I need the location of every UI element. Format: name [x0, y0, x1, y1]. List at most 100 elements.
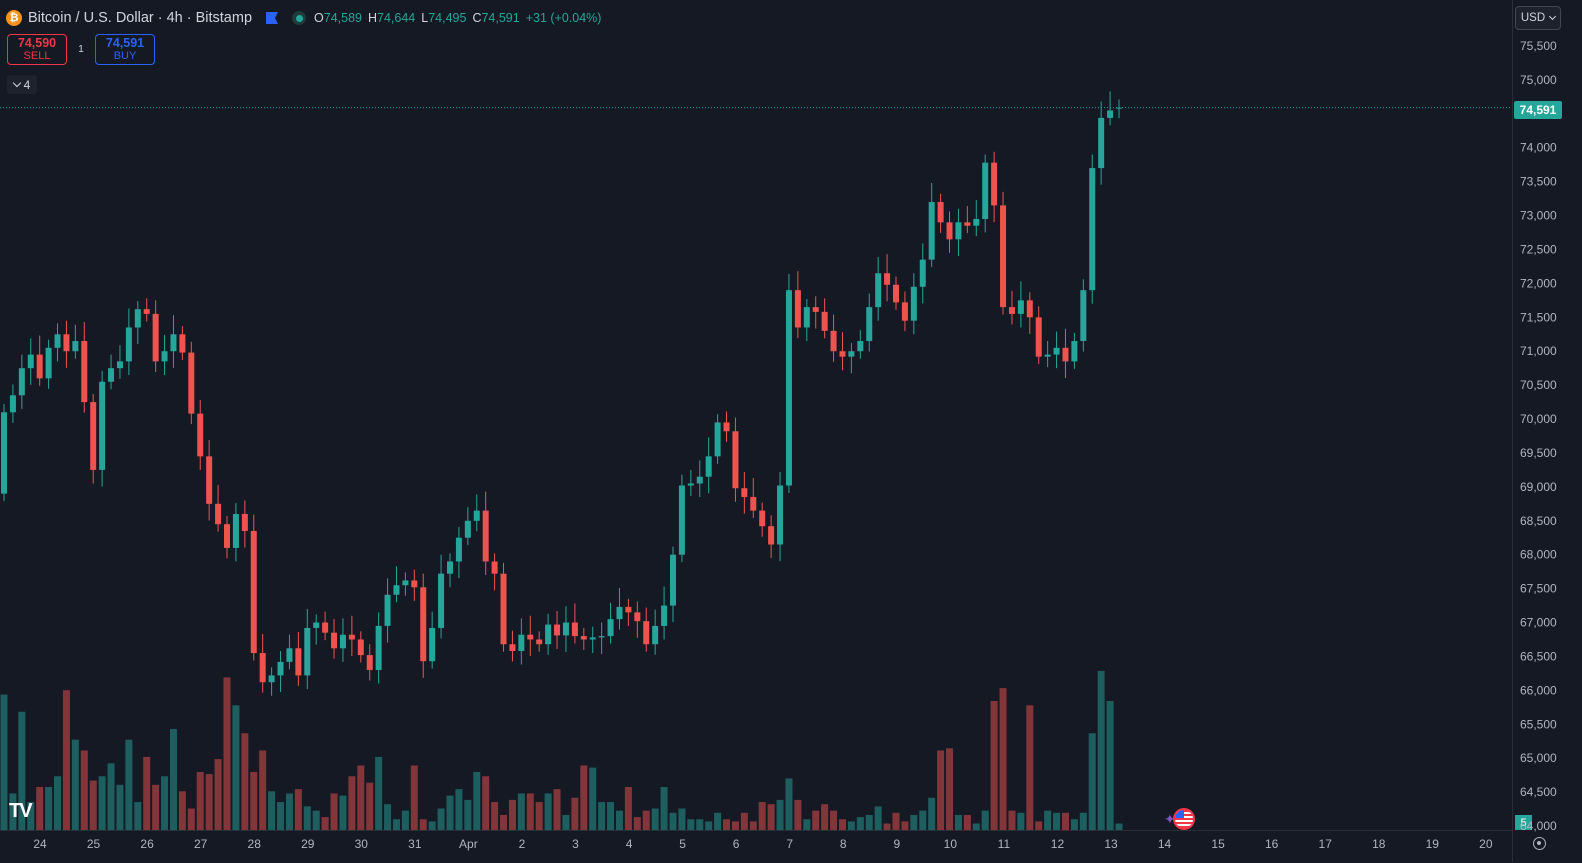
volume-bar	[553, 789, 561, 830]
candle-body	[946, 222, 953, 240]
price-tick-label: 72,000	[1520, 276, 1557, 290]
volume-bar	[491, 802, 499, 830]
candle-body	[678, 485, 685, 555]
price-chart[interactable]	[0, 0, 1512, 830]
sparkle-icon[interactable]: ✦	[1164, 810, 1176, 827]
candle-body	[357, 639, 364, 656]
volume-bar	[1008, 810, 1016, 830]
time-tick-label: 11	[998, 837, 1011, 851]
candle-body	[910, 286, 917, 321]
event-markers[interactable]: ✦	[1164, 808, 1195, 830]
volume-bar	[18, 711, 26, 830]
volume-bar	[36, 787, 44, 830]
candle-body	[473, 510, 480, 521]
time-axis[interactable]	[0, 830, 1512, 863]
volume-bar	[963, 814, 971, 830]
volume-bar	[321, 817, 329, 830]
us-flag-icon[interactable]	[1172, 808, 1195, 830]
candle-body	[1035, 317, 1042, 357]
volume-bar	[437, 808, 445, 830]
candle-body	[839, 351, 846, 357]
time-tick-label: 4	[626, 837, 633, 851]
candle-body	[455, 537, 462, 562]
candle-body	[893, 284, 899, 303]
price-tick-label: 72,500	[1520, 242, 1557, 256]
ohlc-values: O74,589 H74,644 L74,495 C74,591 +31 (+0.…	[314, 11, 601, 25]
time-tick-label: 2	[519, 837, 526, 851]
candle-body	[72, 341, 79, 352]
volume-bar	[526, 793, 534, 830]
countdown-badge: 5	[1515, 815, 1532, 830]
flag-icon[interactable]	[266, 12, 279, 24]
candle-body	[518, 634, 525, 652]
candle-body	[1, 412, 7, 494]
currency-label: USD	[1520, 12, 1546, 24]
candle-body	[348, 634, 355, 640]
currency-selector[interactable]: USD	[1515, 6, 1561, 30]
symbol-title[interactable]: Bitcoin / U.S. Dollar · 4h · Bitstamp	[28, 10, 253, 26]
volume-bar	[901, 821, 909, 830]
candle-body	[580, 636, 587, 640]
candle-body	[411, 580, 418, 588]
candle-body	[661, 605, 668, 626]
price-tick-label: 69,500	[1520, 446, 1557, 460]
candle-body	[447, 561, 453, 574]
settings-icon[interactable]	[1533, 837, 1546, 850]
candle-body	[768, 526, 775, 545]
price-tick-label: 64,500	[1520, 785, 1557, 799]
volume-bar	[464, 799, 472, 830]
volume-bar	[847, 821, 855, 830]
price-axis-labels: 64,000 64,500 65,000 65,500 66,000 66,500 67,0…	[1520, 39, 1557, 833]
volume-bar	[232, 705, 240, 830]
candle-body	[857, 341, 864, 352]
candle-body	[286, 648, 293, 662]
time-tick-label: 8	[840, 837, 847, 851]
buy-button[interactable]: 74,591 BUY	[95, 34, 155, 65]
candle-body	[652, 625, 659, 645]
candle-body	[875, 273, 882, 308]
candle-body	[170, 334, 177, 352]
volume-bar	[830, 810, 838, 830]
candle-body	[821, 311, 828, 331]
volume-bar	[1035, 821, 1043, 830]
volume-bar	[767, 804, 775, 830]
price-tick-label: 73,000	[1520, 209, 1557, 223]
volume-bar	[357, 765, 365, 830]
sell-label: SELL	[23, 49, 51, 62]
time-tick-label: 28	[248, 837, 262, 851]
volume-bar	[794, 799, 802, 830]
candle-body	[9, 395, 16, 413]
volume-bar	[339, 795, 347, 830]
candle-body	[206, 456, 213, 504]
volume-bar	[401, 810, 409, 830]
candle-body	[259, 653, 266, 683]
volume-bar	[562, 814, 570, 830]
volume-bar	[161, 776, 169, 830]
time-axis-labels: 24 25 26 27 28 29 30 31 Apr 2 3 4 5 6 7 8 9 10 11 12 13 14 15 1…	[33, 837, 1493, 851]
volume-bar	[972, 823, 980, 830]
volume-bar	[687, 819, 695, 830]
candle-body	[420, 587, 427, 662]
candle-body	[277, 661, 284, 676]
time-tick-label: 3	[572, 837, 579, 851]
indicators-toggle-button[interactable]: 4	[7, 75, 37, 94]
sell-button[interactable]: 74,590 SELL	[7, 34, 67, 65]
time-tick-label: 26	[140, 837, 154, 851]
volume-bar	[259, 750, 267, 830]
candle-body	[464, 520, 471, 538]
candle-body	[848, 351, 855, 357]
price-axis[interactable]	[1512, 0, 1582, 862]
volume-bar	[981, 810, 989, 830]
volume-bar	[607, 802, 615, 830]
candle-body	[973, 218, 980, 226]
volume-bar	[821, 804, 829, 830]
high-label: H	[367, 11, 378, 25]
volume-bar	[107, 763, 115, 830]
candle-body	[1044, 354, 1051, 357]
volume-bar	[508, 799, 516, 830]
candle-body	[598, 636, 605, 638]
candle-body	[331, 632, 338, 649]
market-status-icon[interactable]	[292, 11, 307, 25]
candle-body	[108, 368, 115, 382]
tradingview-logo-icon[interactable]: TV	[9, 800, 33, 822]
